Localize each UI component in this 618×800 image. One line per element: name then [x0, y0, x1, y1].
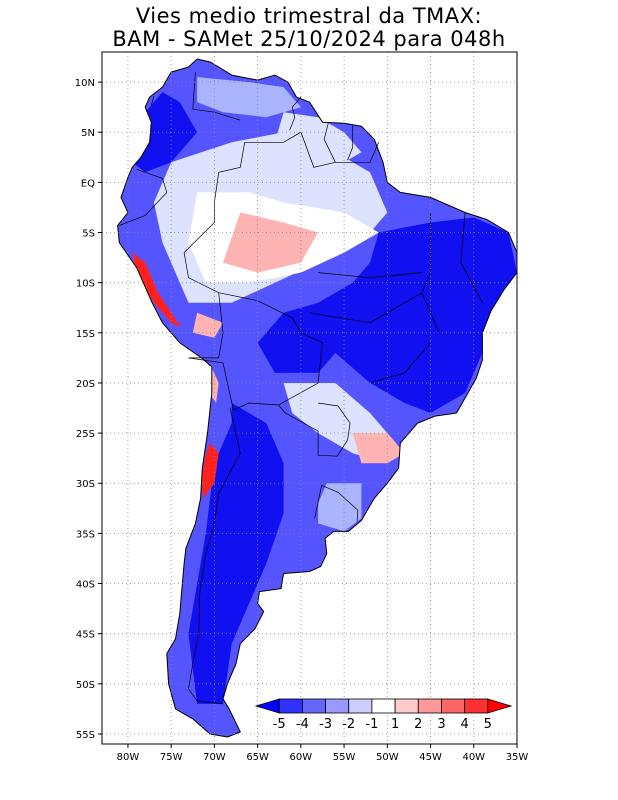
colorbar-swatch: [278, 698, 303, 714]
lat-tick-label: 10S: [76, 279, 95, 290]
country-border-line: [188, 407, 241, 705]
country-border-line: [119, 168, 168, 226]
colorbar-label: 1: [391, 717, 399, 732]
map-frame: [101, 51, 518, 745]
map-title-line-2: BAM - SAMet 25/10/2024 para 048h: [112, 27, 506, 51]
argentina-cold-region: [188, 403, 284, 704]
lat-tick-label: 5S: [82, 229, 95, 240]
lon-tick-label: 45W: [419, 752, 442, 763]
colorbar-label: -5: [273, 717, 286, 732]
longitude-tick-labels: 80W 75W 70W 65W 60W 55W 50W 45W 40W 35W: [117, 744, 529, 763]
colorbar-swatch: [394, 698, 419, 714]
lat-tick-label: 15S: [76, 329, 95, 340]
lon-tick-label: 60W: [290, 752, 313, 763]
map-title-line-1: Vies medio trimestral da TMAX:: [135, 4, 483, 28]
country-border-line: [192, 72, 241, 121]
colorbar-label: -3: [319, 717, 332, 732]
colorbar-label: 3: [437, 717, 445, 732]
lat-tick-label: 20S: [76, 379, 95, 390]
colorbar-label: 5: [484, 717, 492, 732]
lon-tick-label: 55W: [333, 752, 356, 763]
venezuela-light-region: [197, 77, 301, 118]
colorbar-swatch: [464, 698, 489, 714]
colorbar-high-arrow: [487, 698, 513, 714]
colorbar-swatch: [325, 698, 350, 714]
lat-tick-label: 40S: [76, 580, 95, 591]
peru-andes-warm-region: [132, 252, 182, 328]
country-border-line: [323, 122, 336, 163]
guiana-near-zero-region: [274, 112, 362, 168]
lon-tick-label: 40W: [462, 752, 485, 763]
colorbar-swatch: [301, 698, 326, 714]
lat-tick-label: 45S: [76, 630, 95, 641]
amazon-warm-bias-region: [223, 212, 319, 273]
country-border-line: [183, 131, 380, 359]
colorbar-swatch: [371, 698, 396, 714]
colorbar: -5 -4 -3 -2 -1 1 2 3 4 5: [254, 698, 513, 732]
uruguay-light-region: [318, 483, 362, 532]
lon-tick-label: 65W: [246, 752, 269, 763]
lon-tick-label: 75W: [160, 752, 183, 763]
lat-tick-label: 50S: [76, 680, 95, 691]
country-border-line: [278, 402, 351, 457]
colorbar-swatch: [441, 698, 466, 714]
country-border-line: [318, 272, 422, 279]
lon-tick-label: 70W: [203, 752, 226, 763]
colorbar-label: -1: [365, 717, 378, 732]
lat-tick-label: 5N: [81, 128, 95, 139]
lat-tick-label: 10N: [75, 78, 95, 89]
country-border-line: [460, 212, 483, 303]
lat-tick-label: 35S: [76, 529, 95, 540]
colorbar-label: -4: [296, 717, 309, 732]
colorbar-swatch: [417, 698, 442, 714]
country-border-line: [150, 96, 155, 106]
country-border-line: [314, 485, 322, 519]
lon-tick-label: 50W: [376, 752, 399, 763]
country-border-line: [369, 342, 431, 384]
central-cold-region: [257, 302, 345, 373]
country-border-line: [289, 96, 302, 131]
latitude-tick-labels: 10N 5N EQ 5S 10S 15S 20S 25S 30S 35S 40S 45S 50S 55S: [75, 78, 102, 741]
colombia-cold-region: [132, 92, 198, 173]
lon-tick-label: 35W: [506, 752, 529, 763]
country-border-line: [321, 484, 359, 522]
lat-lon-grid: [102, 52, 517, 744]
bias-field-layer: [117, 58, 517, 738]
south-brazil-warm-region: [352, 433, 405, 464]
lat-tick-label: 55S: [76, 730, 95, 741]
colorbar-label: -2: [342, 717, 355, 732]
lat-tick-label: EQ: [81, 178, 95, 189]
colorbar-label: 2: [414, 717, 422, 732]
colorbar-label: 4: [460, 717, 468, 732]
country-border-line: [347, 125, 354, 161]
lat-tick-label: 30S: [76, 479, 95, 490]
lon-tick-label: 80W: [117, 752, 140, 763]
lat-tick-label: 25S: [76, 429, 95, 440]
peru-south-warm-region: [192, 312, 223, 338]
colorbar-swatch: [348, 698, 373, 714]
